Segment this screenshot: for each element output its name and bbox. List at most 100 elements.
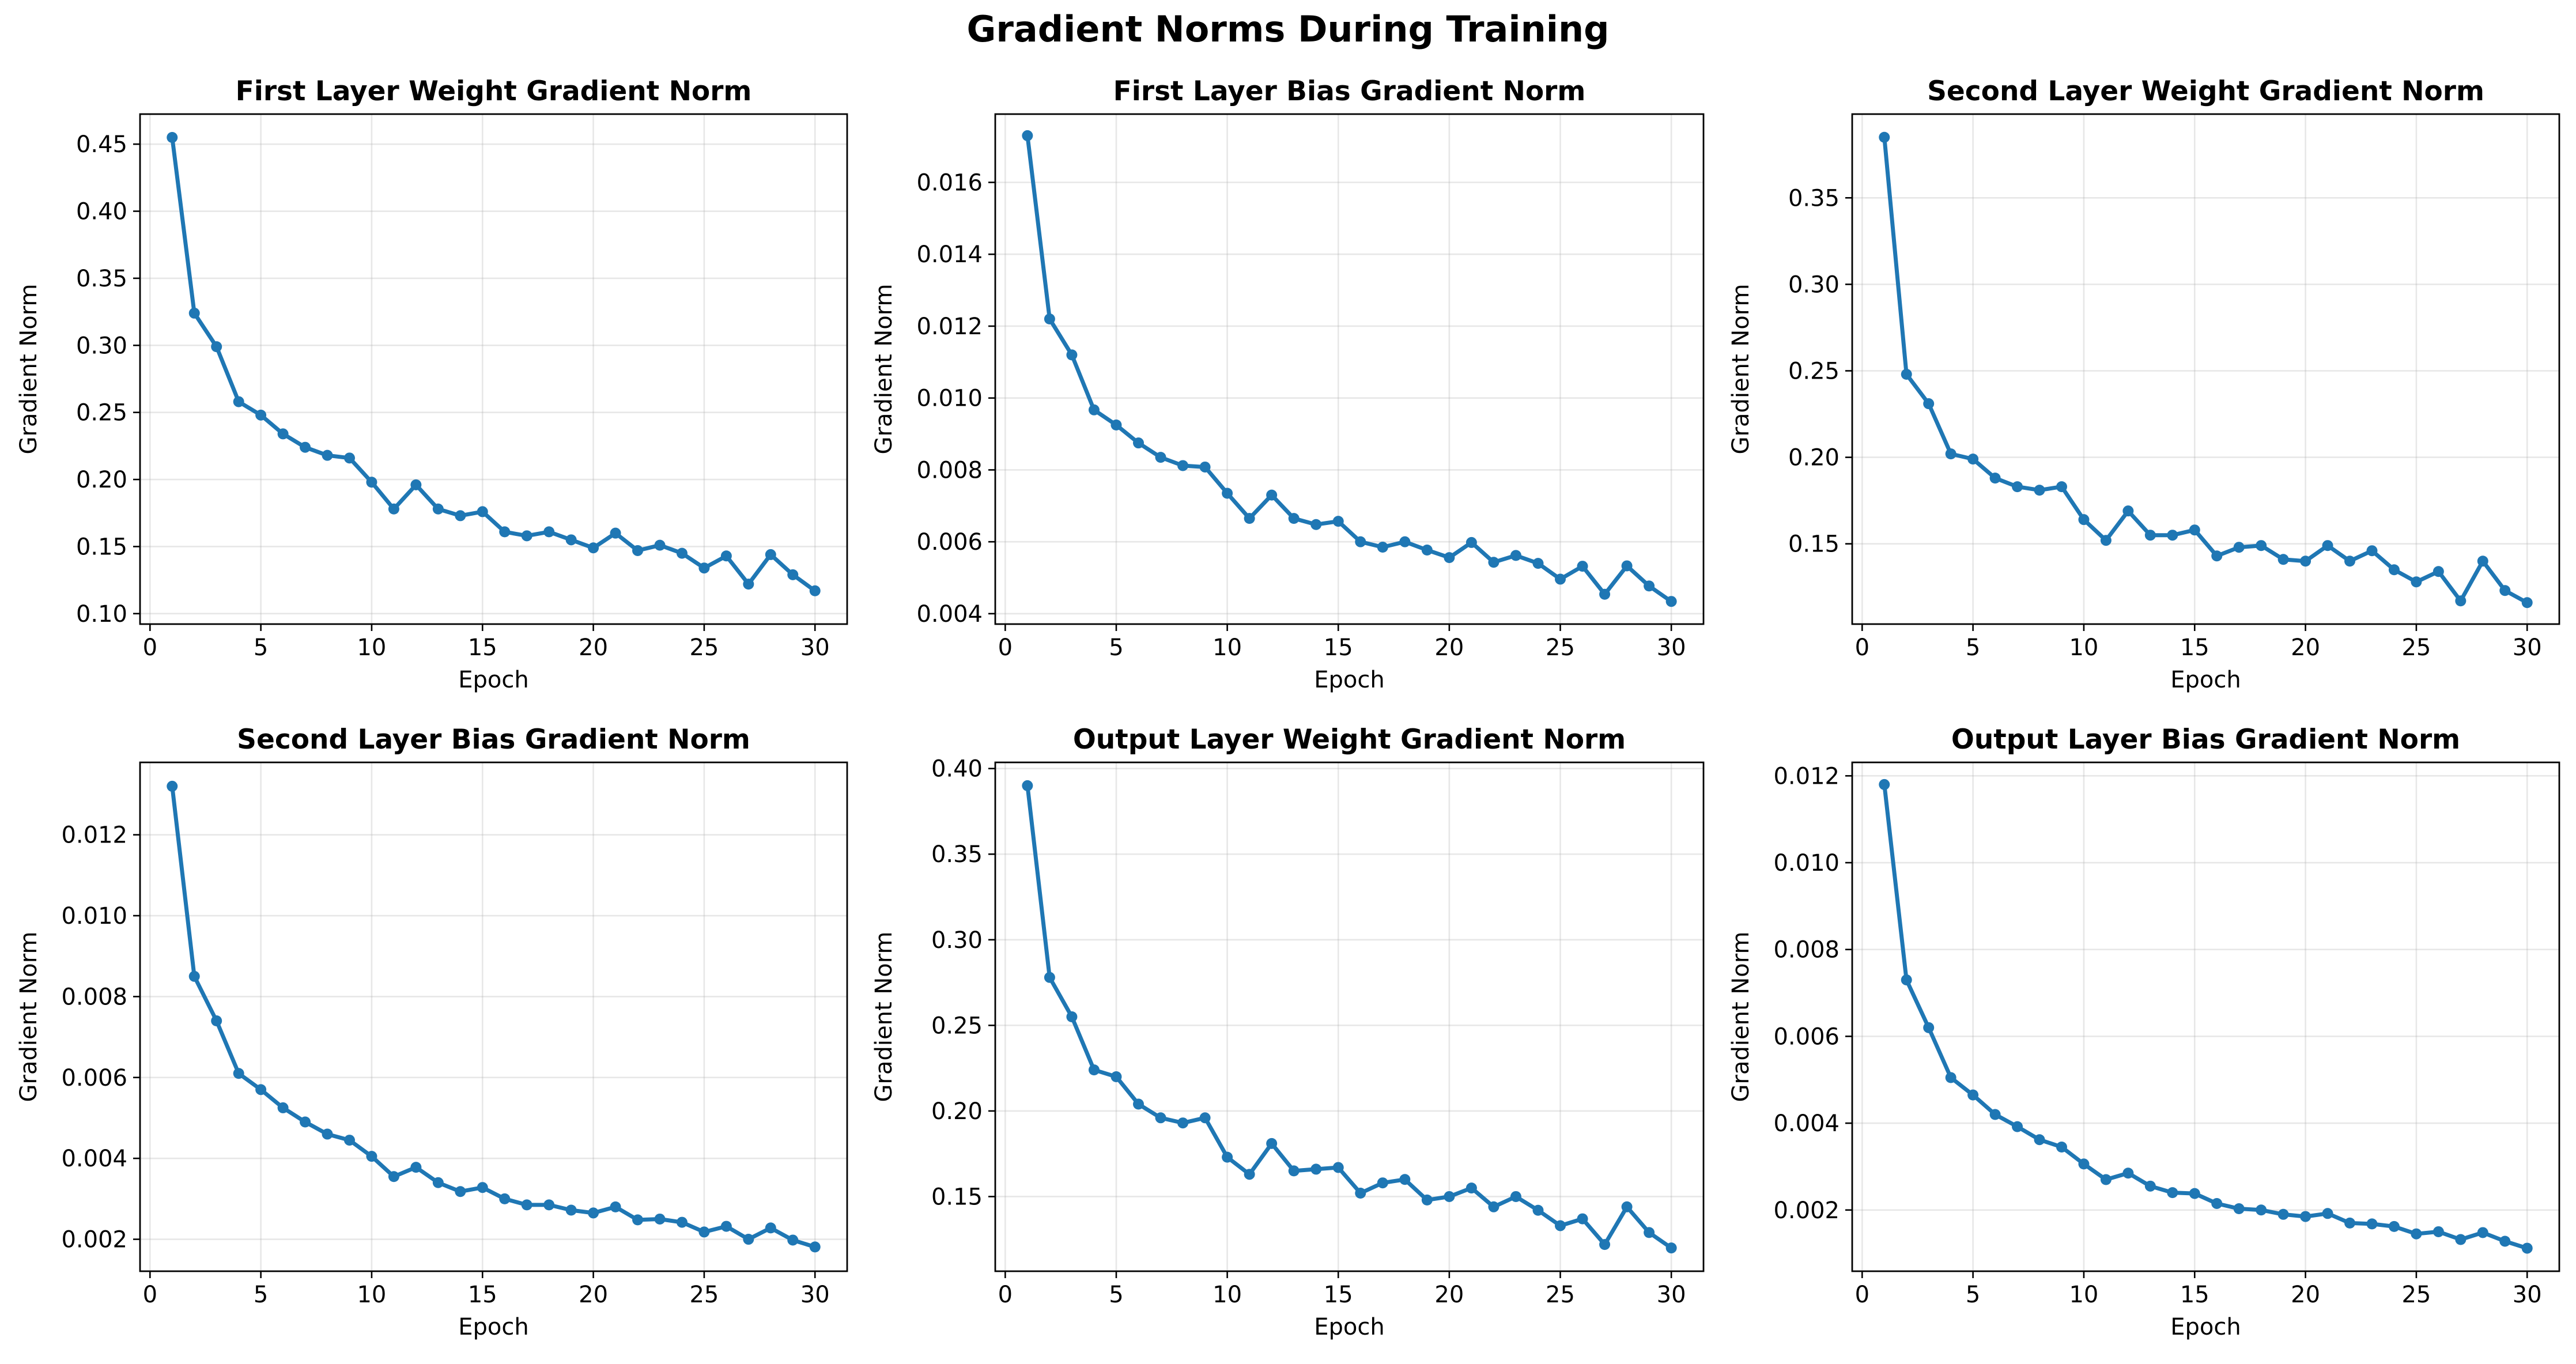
x-tick-label: 20 [579,634,608,661]
data-point [343,1135,355,1146]
series-line [1882,135,2529,605]
axes-frame [139,113,848,625]
data-point [676,547,688,559]
data-point [1155,1112,1166,1124]
x-tick-label: 5 [254,1282,268,1308]
y-tick-label: 0.006 [916,529,983,556]
y-axis-label: Gradient Norm [871,932,897,1102]
x-tick-label: 30 [2513,634,2542,661]
data-point [1222,1151,1233,1163]
data-point [1879,779,1890,790]
y-tick-label: 0.40 [76,199,127,225]
data-point [1465,536,1477,548]
x-tick-label: 25 [1546,634,1575,661]
data-point [1066,1011,1078,1022]
data-point [765,549,776,560]
data-point [343,452,355,464]
x-tick-label: 5 [1109,634,1123,661]
data-point [1923,1022,1935,1033]
x-tick-label: 25 [689,634,719,661]
data-point [211,341,222,353]
data-point [1044,972,1055,983]
x-tick-label: 10 [1213,634,1242,661]
x-tick-label: 30 [1657,634,1686,661]
data-point [1444,552,1455,564]
data-point [1332,516,1344,527]
data-point [632,545,644,556]
y-tick-label: 0.012 [916,313,983,340]
data-point [1599,588,1611,600]
axes-frame [994,761,1705,1272]
data-point [610,527,621,539]
data-point [1132,1098,1144,1110]
data-point [1288,1165,1300,1177]
data-point [188,307,200,319]
data-point [698,1226,710,1238]
data-point [477,506,488,517]
data-point [2034,1134,2045,1146]
data-point [2167,530,2178,541]
data-point [366,477,377,488]
data-point [2455,1234,2467,1245]
axes-frame [994,113,1705,625]
data-point [2300,556,2311,567]
data-point [499,1193,511,1204]
data-point [2499,585,2511,596]
data-point [1088,404,1100,415]
data-point [1377,542,1388,553]
x-tick-label: 10 [1213,1282,1242,1308]
data-point [1310,1163,1322,1175]
y-tick-label: 0.25 [931,1012,983,1039]
data-point [1665,1242,1677,1254]
data-point [388,1171,399,1182]
data-point [2167,1187,2178,1199]
chart-panel-1: 0 5 10 15 20 25 30 0.10 0.15 0.20 0.25 0.30 0.35 0.40… [16,75,848,693]
y-tick-label: 0.40 [931,756,983,783]
data-point [1488,557,1499,568]
y-axis-label: Gradient Norm [1728,932,1754,1102]
x-tick-label: 30 [800,634,830,661]
y-tick-label: 0.15 [1788,531,1840,558]
y-tick-label: 0.010 [916,386,983,412]
y-tick-label: 0.30 [1788,271,1840,298]
data-point [1945,448,1956,460]
x-tick-label: 20 [579,1282,608,1308]
x-tick-label: 10 [2069,634,2098,661]
data-point [720,1221,732,1232]
data-point [1244,1169,1255,1180]
data-point [1355,536,1366,547]
x-tick-label: 10 [357,1282,386,1308]
data-point [1488,1201,1499,1212]
data-point [2256,540,2267,551]
x-tick-label: 15 [2180,1282,2209,1308]
x-axis-label: Epoch [2170,667,2241,693]
data-point [1066,349,1078,361]
data-point [2012,481,2023,493]
data-point [1879,131,1890,143]
y-tick-label: 0.20 [76,467,127,493]
axes-frame [1851,113,2560,625]
chart-panel-2: 0 5 10 15 20 25 30 0.004 0.006 0.008 0.010 0.012 0.0… [871,75,1705,693]
data-point [2211,550,2223,562]
x-tick-label: 15 [468,1282,497,1308]
data-point [521,530,532,542]
data-point [432,503,444,515]
data-point [2189,1188,2200,1199]
data-point [1901,369,1912,380]
data-point [255,1084,267,1095]
y-tick-label: 0.10 [76,601,127,628]
data-point [1288,513,1300,524]
data-point [167,132,178,143]
data-point [2122,505,2134,517]
data-point [2455,595,2467,607]
data-point [1088,1064,1100,1076]
data-point [2322,1208,2333,1219]
x-tick-label: 30 [2513,1282,2542,1308]
y-tick-label: 0.016 [916,169,983,196]
y-tick-label: 0.20 [931,1098,983,1125]
data-point [2477,556,2488,567]
data-point [1421,545,1433,556]
data-point [1199,461,1211,473]
data-point [300,441,311,453]
y-tick-label: 0.014 [916,241,983,268]
